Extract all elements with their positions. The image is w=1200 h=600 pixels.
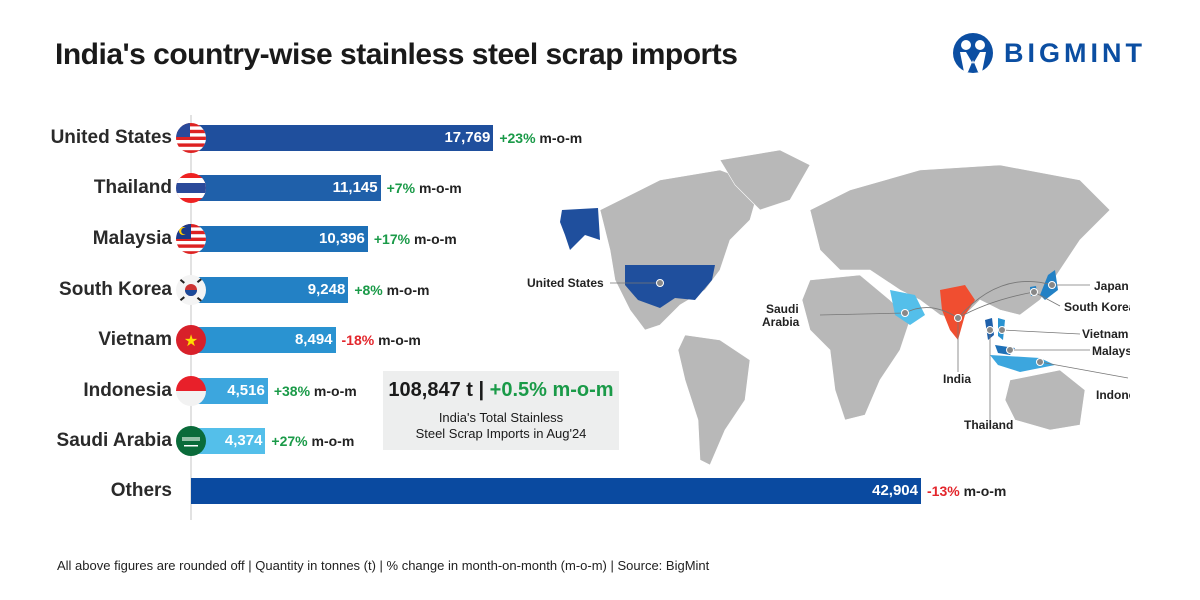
value-label: 4,516 (227, 382, 265, 399)
greenland (719, 149, 811, 211)
bar: 11,145 (191, 175, 381, 201)
value-label: 10,396 (318, 230, 365, 247)
change-label: +27% m-o-m (271, 433, 355, 449)
logo-icon (953, 33, 993, 73)
category-label: Vietnam (98, 329, 172, 350)
value-label: 17,769 (444, 129, 491, 146)
world-map: United States Saudi Arabia India Thailan… (527, 149, 1130, 466)
change-label: -18% m-o-m (341, 332, 421, 348)
change-label: +23% m-o-m (499, 130, 583, 146)
map-label-united-states: United States (527, 276, 604, 290)
bigmint-logo: BIGMINT (952, 32, 1146, 74)
bar: 9,248 (191, 277, 349, 303)
total-value: 108,847 t (388, 379, 473, 401)
bar-row: Vietnam ★ 8,494 -18% m-o-m (0, 325, 1200, 355)
bar-row: Others 42,904 -13% m-o-m (0, 478, 1200, 504)
change-label: -13% m-o-m (927, 483, 1007, 499)
change-label: +8% m-o-m (354, 282, 430, 298)
value-label: 8,494 (294, 331, 333, 348)
bar: 10,396 (191, 226, 368, 252)
map-label-thailand: Thailand (964, 418, 1013, 432)
value-label: 42,904 (872, 482, 918, 499)
footer-note: All above figures are rounded off | Quan… (57, 558, 710, 573)
map-label-vietnam: Vietnam (1082, 327, 1128, 341)
us-flag-icon (176, 123, 206, 153)
y-axis-line (190, 115, 192, 520)
bar-row: Malaysia 10,396 +17% m-o-m (0, 224, 1200, 254)
india-highlight (940, 285, 975, 340)
change-label: +38% m-o-m (273, 383, 357, 399)
value-label: 4,374 (224, 432, 263, 449)
value-label: 11,145 (332, 179, 378, 196)
total-summary-box: 108,847 t | +0.5% m-o-m India's Total St… (383, 371, 619, 450)
usa-highlight (625, 265, 715, 308)
map-label-malaysia: Malaysia (1092, 344, 1130, 358)
africa (801, 274, 911, 421)
value-label: 9,248 (307, 281, 346, 298)
map-label-indonesia: Indonesia (1096, 388, 1130, 402)
change-label: +17% m-o-m (373, 231, 457, 247)
category-label: South Korea (59, 279, 172, 300)
map-label-india: India (943, 372, 971, 386)
category-label: Others (110, 480, 172, 501)
map-label-japan: Japan (1094, 279, 1129, 293)
north-america-landmass (599, 169, 761, 331)
bar: 8,494 (191, 327, 336, 353)
category-label: Saudi Arabia (56, 430, 172, 451)
indonesia-flag-icon (176, 376, 206, 406)
bar-row: Indonesia 4,516 +38% m-o-m (0, 376, 1200, 406)
bar-row: United States 17,769 +23% m-o-m (0, 123, 1200, 153)
map-label-south-korea: South Korea (1064, 300, 1130, 314)
south-korea-flag-icon (176, 275, 206, 305)
bar-row: Thailand 11,145 +7% m-o-m (0, 173, 1200, 203)
indonesia-highlight (990, 355, 1055, 372)
bar-row: South Korea 9,248 +8% m-o-m (0, 275, 1200, 305)
map-label-saudi: Saudi (766, 302, 799, 316)
saudi-arabia-highlight (890, 290, 925, 325)
alaska-highlight (560, 208, 600, 250)
category-label: United States (50, 127, 172, 148)
category-label: Thailand (93, 177, 172, 198)
total-change: +0.5% m-o-m (489, 379, 614, 401)
category-label: Malaysia (92, 228, 172, 249)
europe-asia (809, 164, 1111, 321)
svg-text:★: ★ (184, 333, 198, 350)
bar-row: Saudi Arabia 4,374 +27% m-o-m (0, 426, 1200, 456)
thailand-flag-icon (176, 173, 206, 203)
bar: 42,904 (191, 478, 921, 504)
map-label-arabia: Arabia (762, 315, 800, 329)
australia (1004, 369, 1086, 431)
page-title: India's country-wise stainless steel scr… (55, 38, 738, 71)
saudi-arabia-flag-icon (176, 426, 206, 456)
category-label: Indonesia (83, 380, 172, 401)
vietnam-flag-icon: ★ (176, 325, 206, 355)
south-america (677, 334, 751, 466)
change-label: +7% m-o-m (386, 180, 462, 196)
malaysia-flag-icon (176, 224, 206, 254)
bar: 17,769 (191, 125, 494, 151)
